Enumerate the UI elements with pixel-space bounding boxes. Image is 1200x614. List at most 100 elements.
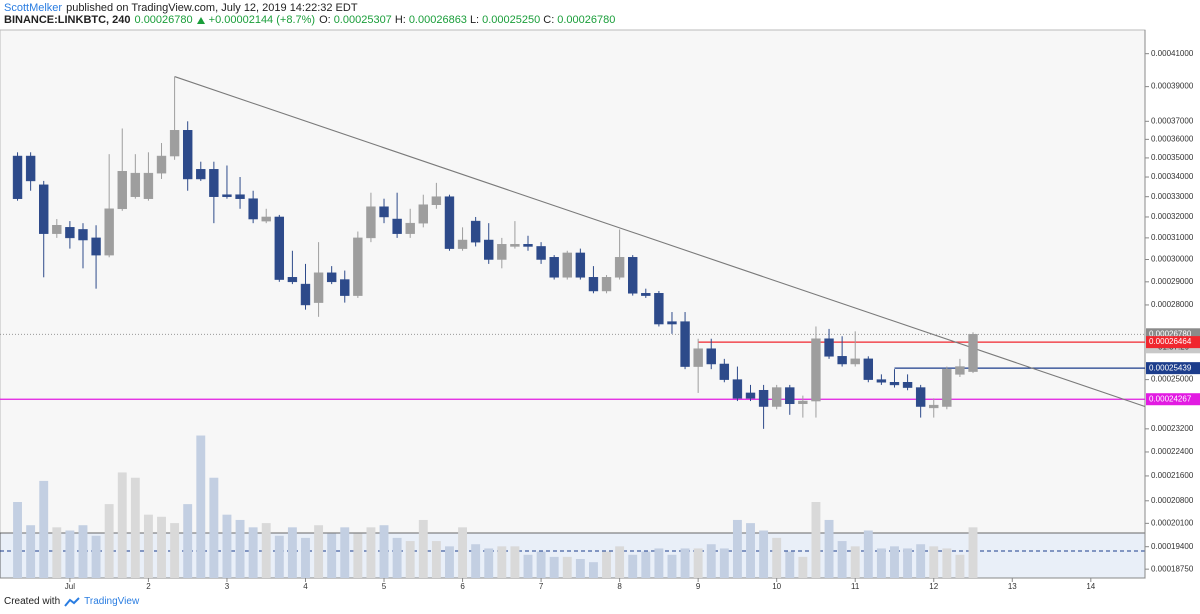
candle-body — [785, 387, 795, 405]
volume-bar — [798, 556, 808, 578]
volume-bar — [693, 548, 703, 578]
volume-bar — [732, 519, 742, 578]
y-tick-label: 0.00032000 — [1151, 212, 1194, 221]
volume-bar — [248, 527, 258, 578]
brand[interactable]: TradingView — [84, 596, 140, 607]
volume-bar — [209, 477, 219, 578]
candle-body — [25, 155, 36, 182]
volume-bar — [876, 548, 886, 578]
published: published on TradingView.com, July 12, 2… — [66, 2, 358, 14]
volume-bar — [890, 546, 899, 578]
volume-bar — [471, 544, 481, 578]
candle-body — [431, 196, 442, 205]
last-price: 0.00026780 — [134, 14, 193, 26]
candle-body — [326, 272, 337, 283]
candle-body — [798, 400, 808, 405]
plot-area — [0, 29, 1146, 579]
trendline — [174, 76, 1146, 408]
candle-body — [222, 194, 232, 197]
candle-body — [654, 293, 664, 325]
candle-body — [248, 198, 258, 220]
candle-body — [78, 229, 88, 241]
volume-bar — [680, 548, 690, 578]
volume-bar — [366, 527, 376, 578]
volume-bar — [772, 537, 782, 578]
candle-body — [549, 257, 559, 278]
candle-body — [693, 348, 703, 367]
volume-bar — [850, 546, 860, 578]
volume-bar — [615, 546, 625, 578]
candle-body — [39, 184, 49, 234]
candle-body — [287, 277, 298, 283]
ohlc-label: L: — [469, 14, 480, 26]
volume-bar — [785, 551, 795, 578]
candle-body — [706, 348, 716, 365]
volume-bar — [52, 527, 62, 578]
up-arrow — [196, 17, 205, 24]
volume-bar — [104, 504, 114, 578]
volume-bar — [588, 562, 598, 578]
candle-body — [915, 387, 926, 407]
author[interactable]: ScottMelker — [4, 2, 63, 14]
candle-body — [470, 220, 481, 243]
y-tick-label: 0.00028000 — [1151, 300, 1194, 309]
x-tick-label: 14 — [1086, 582, 1095, 591]
x-tick-label: Jul — [65, 582, 75, 591]
volume-bar — [287, 527, 297, 578]
volume-bar — [746, 523, 755, 578]
volume-bar — [916, 544, 926, 578]
price-label-box — [1146, 362, 1200, 375]
candle-body — [444, 196, 455, 249]
brand-logo — [64, 596, 80, 607]
ohlc-label: C: — [543, 14, 555, 26]
volume-bar — [392, 537, 402, 578]
candle-body — [850, 358, 860, 365]
y-tick-label: 0.00030000 — [1151, 255, 1194, 264]
candle-body — [889, 382, 900, 386]
volume-bar — [130, 477, 140, 578]
candle-body — [929, 404, 939, 409]
volume-bar — [39, 480, 49, 578]
y-tick-label: 0.00023200 — [1151, 424, 1194, 433]
ohlc: O: 0.00025307 H: 0.00026863 L: 0.00025250 C: 0.… — [319, 14, 615, 26]
candle-body — [196, 169, 206, 180]
volume-bar — [641, 551, 651, 578]
volume-bar — [170, 523, 180, 578]
volume-bar — [445, 546, 454, 578]
price-label: 0.00026780 — [1149, 329, 1192, 338]
y-tick-label: 0.00031000 — [1151, 233, 1194, 242]
candle-body — [130, 172, 141, 197]
volume-bar — [183, 504, 193, 578]
volume-bar — [405, 541, 415, 578]
x-tick-label: 11 — [851, 582, 860, 591]
candle-body — [261, 216, 271, 222]
candle-body — [588, 277, 599, 292]
candle-body — [601, 277, 612, 292]
volume-bar — [117, 472, 127, 578]
volume-bar — [196, 435, 206, 578]
candle-body — [824, 338, 834, 357]
y-tick-label: 0.00033000 — [1151, 192, 1194, 201]
volume-bar — [222, 514, 232, 578]
volume-bar — [431, 541, 441, 578]
candle-body — [418, 204, 428, 224]
ohlc-value: 0.00025250 — [482, 14, 541, 26]
y-tick-label: 0.00022400 — [1151, 447, 1194, 456]
volume-bar — [706, 544, 716, 578]
volume-bar — [654, 548, 664, 578]
x-tick-label: 3 — [225, 582, 230, 591]
header-line-1: ScottMelker published on TradingView.com… — [4, 2, 358, 14]
candle-body — [745, 392, 756, 399]
volume-bar — [719, 548, 729, 578]
volume-bar — [942, 548, 952, 578]
candle-body — [235, 194, 245, 199]
candle-body — [667, 321, 677, 325]
x-tick-label: 2 — [146, 582, 151, 591]
candle-body — [12, 155, 23, 199]
volume-bar — [903, 548, 913, 578]
candle-body — [562, 252, 572, 278]
volume-bar — [274, 535, 284, 578]
y-tick-label: 0.00018750 — [1151, 564, 1194, 573]
x-tick-label: 9 — [696, 582, 701, 591]
